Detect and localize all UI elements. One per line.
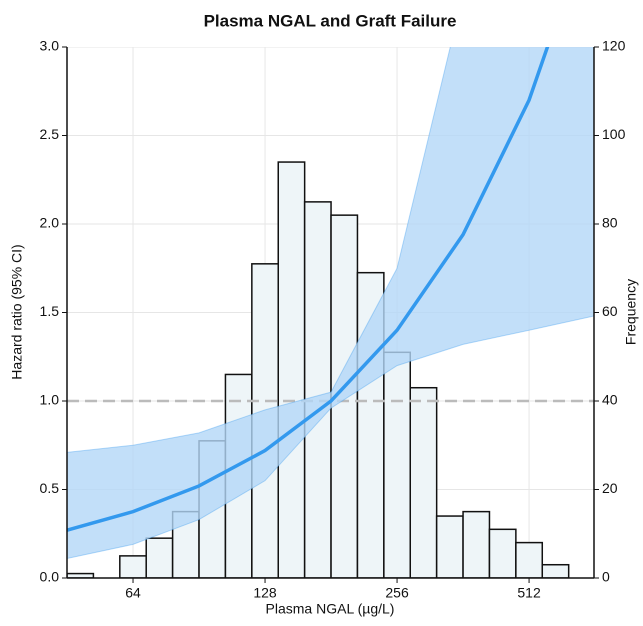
histogram-bar	[145, 537, 174, 578]
y2-tick-label: 60	[602, 303, 618, 319]
y2-tick-label: 40	[602, 392, 618, 408]
histogram-bar	[409, 386, 438, 578]
confidence-band	[67, 47, 594, 560]
y-tick-label: 3.0	[40, 38, 60, 54]
chart-title: Plasma NGAL and Graft Failure	[204, 11, 457, 30]
y-tick-label: 1.5	[40, 303, 60, 319]
y-tick-label: 1.0	[40, 392, 60, 408]
x-tick-label: 256	[385, 585, 409, 601]
y2-tick-label: 20	[602, 480, 618, 496]
histogram-bar	[515, 541, 544, 578]
histogram-bar	[67, 572, 95, 578]
y2-axis-label: Frequency	[623, 279, 639, 345]
y-tick-label: 2.5	[40, 126, 60, 142]
histogram-bar	[488, 528, 517, 578]
histogram-bar	[383, 351, 412, 578]
x-tick-label: 512	[517, 585, 541, 601]
y-tick-label: 0.5	[40, 480, 60, 496]
histogram-bar	[277, 161, 306, 578]
histogram-bar	[435, 515, 464, 578]
x-axis-label: Plasma NGAL (µg/L)	[266, 601, 395, 617]
y2-tick-label: 100	[602, 126, 626, 142]
x-tick-label: 64	[125, 585, 141, 601]
y-tick-label: 0.0	[40, 569, 60, 585]
y2-tick-label: 0	[602, 569, 610, 585]
histogram-bar	[541, 563, 570, 578]
histogram-bar	[303, 201, 332, 578]
histogram-bar	[119, 555, 147, 578]
y2-tick-label: 120	[602, 38, 626, 54]
y2-tick-label: 80	[602, 215, 618, 231]
x-tick-label: 128	[253, 585, 277, 601]
y-tick-label: 2.0	[40, 215, 60, 231]
plot-area	[67, 47, 594, 578]
hazard-curve	[67, 47, 550, 532]
y-axis-label: Hazard ratio (95% CI)	[9, 244, 25, 379]
histogram-bar	[462, 510, 491, 578]
